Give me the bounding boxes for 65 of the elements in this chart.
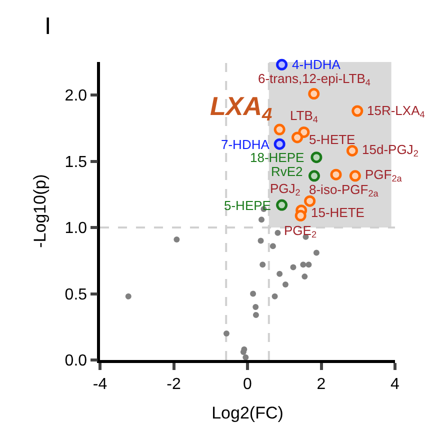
point [304,195,316,207]
annotation: 5-HEPE [224,198,272,213]
annotation: 15-HETE [311,205,365,220]
annotation: RvE2 [271,164,303,179]
annotation: PGF$_{2a}$ [365,167,403,184]
point [274,138,286,150]
y-tick-label: 0.0 [64,352,88,370]
x-tick-label: -4 [92,376,108,393]
x-axis-title: Log2(FC) [212,403,284,422]
point [300,262,306,268]
annotation: 6-trans,12-epi-LTB$_{4}$ [258,71,370,88]
point [282,282,288,288]
point [125,293,132,300]
x-tick-label: 0 [243,376,252,393]
point [274,124,286,136]
point [346,144,358,156]
point [313,250,320,256]
point [240,349,246,356]
chart-title: I [44,13,52,40]
annotation: 18-HEPE [250,150,305,165]
point [272,293,278,300]
point [306,262,312,268]
point [276,270,283,277]
point [298,126,310,138]
point [292,132,304,144]
point [310,152,322,164]
point [308,88,320,100]
point [308,170,320,182]
point [274,230,281,236]
point [352,105,364,117]
x-tick-label: 4 [390,376,400,393]
annotation: 15R-LXA$_{4}$ [367,103,425,120]
point [330,168,342,180]
point [252,304,259,310]
point [242,354,249,360]
point [260,262,266,268]
point [276,58,288,70]
annotation: PGE$_{2}$ [284,223,317,240]
annotation: LXA$_{4}$ [210,91,272,124]
point [302,274,308,280]
point [174,236,180,242]
annotation: 4-HDHA [292,57,341,72]
point [250,290,256,297]
annotation: 7-HDHA [221,137,270,152]
point [258,238,264,244]
point [294,210,306,222]
annotation: 15d-PGJ$_{2}$ [362,142,418,159]
x-tick-label: 2 [316,376,326,393]
point [290,264,296,270]
annotation: 5-HETE [309,132,356,147]
annotation: 8-iso-PGF$_{2a}$ [309,182,380,199]
point [223,330,230,337]
y-tick-label: 1.0 [64,220,88,238]
y-tick-label: 0.5 [64,286,88,304]
y-tick-label: 1.5 [64,154,88,171]
point [276,199,288,211]
point [349,170,361,182]
point [252,312,259,318]
y-axis-title: -Log10(p) [30,174,50,248]
annotation: LTB$_{4}$ [290,108,318,125]
annotation: PGJ$_{2}$ [270,181,300,198]
point [258,216,265,223]
x-tick-label: -2 [166,376,181,393]
y-tick-label: 2.0 [64,88,88,105]
point [270,243,276,250]
